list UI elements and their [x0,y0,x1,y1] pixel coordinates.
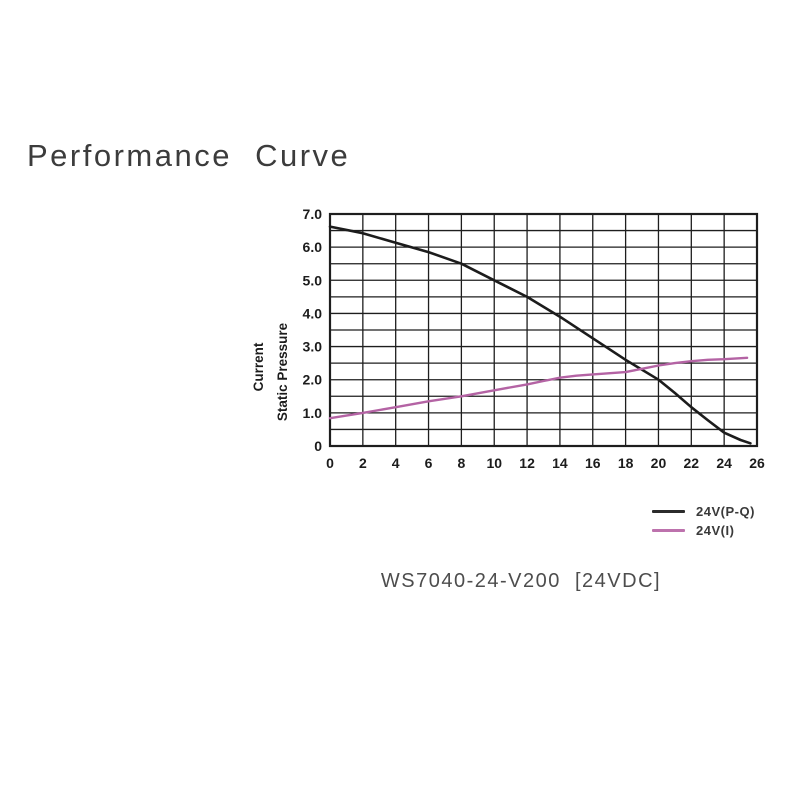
y-tick-label: 6.0 [303,239,323,255]
model-caption: WS7040-24-V200 [24VDC] [380,570,662,592]
x-tick-label: 24 [716,455,732,471]
x-tick-label: 26 [749,455,765,471]
legend-line-swatch-i [652,529,685,532]
x-tick-label: 10 [486,455,502,471]
series-curve-pq [328,225,752,445]
series-curve-i [328,356,749,420]
x-tick-label: 20 [651,455,667,471]
legend-label-i: 24V(I) [696,523,735,538]
performance-chart: 7.0 6.0 5.0 4.0 3.0 2.0 1.0 0 0 2 4 6 8 10 12 14 16 18 20 2… [240,195,780,485]
chart-legend: 24V(P-Q) 24V(I) [652,502,755,540]
x-tick-label: 8 [457,455,465,471]
y-axis-title: Static Pressure [275,322,290,421]
y-axis-title: Current [251,342,266,391]
legend-line-swatch-pq [652,510,685,513]
y-tick-label: 1.0 [303,405,323,421]
y-tick-label: 3.0 [303,339,323,355]
y-tick-label: 5.0 [303,272,323,288]
x-tick-label: 18 [618,455,634,471]
legend-item-i: 24V(I) [652,521,755,540]
y-tick-label: 2.0 [303,372,323,388]
x-tick-label: 2 [359,455,367,471]
y-tick-label: 0 [314,438,322,454]
x-tick-label: 0 [326,455,334,471]
y-tick-label: 7.0 [303,206,323,222]
x-tick-label: 4 [392,455,400,471]
legend-item-pq: 24V(P-Q) [652,502,755,521]
y-tick-label: 4.0 [303,305,323,321]
plot-border [328,212,759,448]
chart-plot: 7.06.05.04.03.02.01.000 2 4 6 8 10 12 14 16 18 20 2… [251,206,765,471]
legend-label-pq: 24V(P-Q) [696,504,755,519]
page-title: Performance Curve [27,138,351,173]
x-tick-label: 22 [684,455,700,471]
x-tick-label: 6 [425,455,433,471]
x-tick-label: 16 [585,455,601,471]
x-tick-label: 12 [519,455,535,471]
x-tick-label: 14 [552,455,568,471]
